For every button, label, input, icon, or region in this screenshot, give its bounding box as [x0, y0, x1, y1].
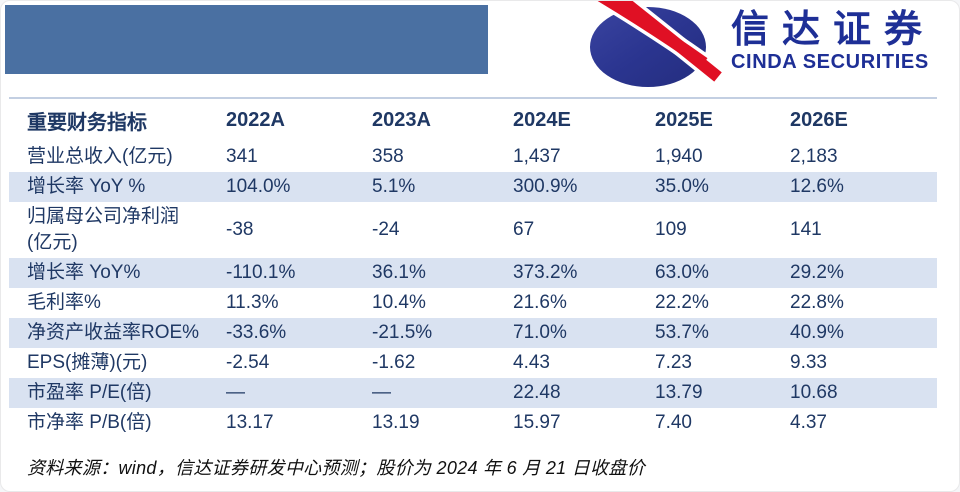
cinda-logo-icon: [590, 1, 724, 87]
cell-value: 10.4%: [372, 292, 426, 313]
cell-value: 300.9%: [513, 172, 655, 202]
cell-value: 13.79: [655, 378, 790, 408]
cell-value: 67: [513, 219, 535, 240]
row-label: 毛利率%: [27, 292, 101, 313]
cell-value: 4.37: [790, 412, 827, 433]
cell-value: -24: [372, 219, 400, 240]
brand-name-cn: 信达证券: [731, 9, 936, 51]
cell-value: 71.0%: [513, 318, 655, 348]
cell-value: 22.8%: [790, 292, 844, 313]
cell-value: 13.17: [226, 412, 274, 433]
cell-value: 40.9%: [790, 318, 937, 348]
row-label: 增长率 YoY %: [9, 172, 226, 202]
brand-logo-text: 信达证券 CINDA SECURITIES: [731, 9, 953, 72]
cell-value: 373.2%: [513, 258, 655, 288]
table-row: 营业总收入(亿元) 341 358 1,437 1,940 2,183: [9, 142, 937, 172]
row-label: EPS(摊薄)(元): [27, 352, 148, 373]
column-header-2024E: 2024E: [513, 109, 571, 131]
cell-value: 109: [655, 219, 687, 240]
cell-value: 2,183: [790, 146, 838, 167]
cell-value: 15.97: [513, 412, 561, 433]
cell-value: 358: [372, 146, 404, 167]
brand-name-en: CINDA SECURITIES: [731, 51, 929, 73]
row-label: 营业总收入(亿元): [27, 146, 173, 167]
cell-value: 141: [790, 219, 822, 240]
cell-value: 7.23: [655, 352, 692, 373]
column-header-2022A: 2022A: [226, 109, 285, 131]
cell-value: -21.5%: [372, 318, 513, 348]
column-header-2026E: 2026E: [790, 109, 848, 131]
cell-value: 22.48: [513, 378, 655, 408]
row-label: 增长率 YoY%: [9, 258, 226, 288]
header-banner: [5, 5, 488, 74]
cell-value: 63.0%: [655, 258, 790, 288]
cell-value: -1.62: [372, 352, 416, 373]
cell-value: 341: [226, 146, 258, 167]
cell-value: 9.33: [790, 352, 827, 373]
cell-value: 11.3%: [226, 292, 279, 313]
cell-value: 1,437: [513, 146, 561, 167]
table-header-row: 重要财务指标 2022A 2023A 2024E 2025E 2026E: [9, 98, 937, 142]
cell-value: 4.43: [513, 352, 550, 373]
cell-value: 53.7%: [655, 318, 790, 348]
cell-value: 35.0%: [655, 172, 790, 202]
row-label: 净资产收益率ROE%: [9, 318, 226, 348]
cell-value: 21.6%: [513, 292, 567, 313]
table-row: EPS(摊薄)(元) -2.54 -1.62 4.43 7.23 9.33: [9, 348, 937, 378]
cell-value: -110.1%: [226, 258, 372, 288]
cell-value: -2.54: [226, 352, 270, 373]
cell-value: 7.40: [655, 412, 692, 433]
table-row: 增长率 YoY% -110.1% 36.1% 373.2% 63.0% 29.2%: [9, 258, 937, 288]
table-row: 净资产收益率ROE% -33.6% -21.5% 71.0% 53.7% 40.9%: [9, 318, 937, 348]
cell-value: —: [372, 378, 513, 408]
column-header-2025E: 2025E: [655, 109, 713, 131]
row-label: 市净率 P/B(倍): [27, 412, 152, 433]
cell-value: —: [226, 378, 372, 408]
table-row: 归属母公司净利润 (亿元) -38 -24 67 109 141: [9, 202, 937, 258]
cell-value: -33.6%: [226, 318, 372, 348]
cell-value: 5.1%: [372, 172, 513, 202]
cell-value: -38: [226, 219, 254, 240]
cell-value: 1,940: [655, 146, 703, 167]
row-label: 市盈率 P/E(倍): [9, 378, 226, 408]
cell-value: 36.1%: [372, 258, 513, 288]
cell-value: 22.2%: [655, 292, 709, 313]
source-note: 资料来源：wind，信达证券研发中心预测；股价为 2024 年 6 月 21 日…: [27, 458, 645, 478]
cell-value: 13.19: [372, 412, 420, 433]
table-row: 市净率 P/B(倍) 13.17 13.19 15.97 7.40 4.37: [9, 408, 937, 438]
table-row: 增长率 YoY % 104.0% 5.1% 300.9% 35.0% 12.6%: [9, 172, 937, 202]
column-header-2023A: 2023A: [372, 109, 431, 131]
cell-value: 12.6%: [790, 172, 937, 202]
row-label: 归属母公司净利润 (亿元): [27, 206, 180, 253]
cell-value: 10.68: [790, 378, 937, 408]
cell-value: 29.2%: [790, 258, 937, 288]
table-title-header: 重要财务指标: [27, 112, 147, 134]
table-row: 毛利率% 11.3% 10.4% 21.6% 22.2% 22.8%: [9, 288, 937, 318]
cell-value: 104.0%: [226, 172, 372, 202]
table-row: 市盈率 P/E(倍) — —22.48 13.79 10.68: [9, 378, 937, 408]
financial-indicators-table: 重要财务指标 2022A 2023A 2024E 2025E 2026E 营业总收入(亿元…: [9, 97, 937, 438]
